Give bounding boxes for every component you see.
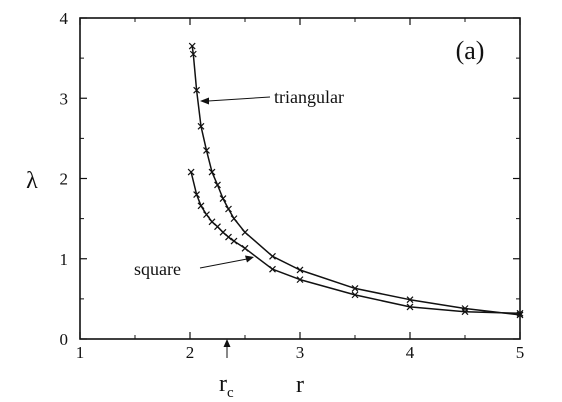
triangular-arrowhead-icon bbox=[200, 97, 209, 105]
triangular-point bbox=[406, 296, 414, 304]
square-point bbox=[296, 276, 304, 284]
square-point bbox=[241, 244, 249, 252]
x-tick-label: 1 bbox=[76, 343, 85, 362]
y-axis-label: λ bbox=[26, 168, 38, 194]
y-tick-label: 3 bbox=[60, 89, 69, 108]
triangular-point bbox=[188, 42, 196, 50]
x-ticks: 1 2 3 4 5 bbox=[76, 18, 525, 362]
triangular-point bbox=[225, 205, 232, 213]
square-point bbox=[351, 291, 359, 299]
x-tick-label: 4 bbox=[406, 343, 415, 362]
triangular-point bbox=[230, 215, 238, 223]
triangular-point bbox=[208, 168, 216, 176]
square-arrow-shaft bbox=[199, 258, 248, 269]
square-arrowhead-icon bbox=[245, 255, 254, 263]
square-point bbox=[461, 308, 469, 316]
triangular-point bbox=[219, 195, 227, 202]
square-point bbox=[269, 265, 276, 273]
triangular-point bbox=[269, 252, 276, 260]
rc-label-subscript: c bbox=[227, 385, 234, 401]
x-tick-label: 2 bbox=[186, 343, 195, 362]
rc-label: rc bbox=[219, 371, 234, 401]
square-point bbox=[208, 218, 216, 226]
triangular-arrow-shaft bbox=[207, 96, 271, 102]
square-point bbox=[203, 211, 210, 219]
triangular-label: triangular bbox=[274, 87, 344, 107]
triangular-point bbox=[203, 146, 210, 154]
y-tick-label: 1 bbox=[60, 250, 69, 269]
triangular-annotation: triangular bbox=[200, 87, 344, 107]
y-tick-label: 4 bbox=[60, 9, 69, 28]
square-point bbox=[197, 202, 205, 210]
square-point bbox=[219, 228, 227, 236]
triangular-point bbox=[193, 86, 201, 94]
square-point bbox=[214, 223, 221, 231]
y-tick-label: 0 bbox=[60, 330, 69, 349]
rc-annotation: rc bbox=[219, 339, 234, 401]
square-point bbox=[225, 233, 232, 241]
triangular-point bbox=[296, 266, 304, 274]
x-tick-label: 5 bbox=[516, 343, 525, 362]
series-layer bbox=[187, 42, 524, 319]
triangular-point bbox=[351, 285, 359, 292]
triangular-point bbox=[197, 122, 205, 130]
square-point bbox=[230, 237, 238, 245]
square-point bbox=[516, 309, 524, 317]
square-line bbox=[190, 171, 521, 315]
y-tick-label: 2 bbox=[60, 170, 69, 189]
triangular-point bbox=[241, 228, 249, 236]
x-tick-label: 3 bbox=[296, 343, 305, 362]
triangular-point bbox=[214, 181, 221, 189]
panel-label: (a) bbox=[456, 36, 485, 65]
square-point bbox=[406, 303, 414, 311]
y-ticks: 0 1 2 3 4 bbox=[60, 9, 520, 349]
square-label: square bbox=[134, 259, 181, 279]
rc-label-main: r bbox=[219, 371, 227, 397]
square-annotation: square bbox=[134, 255, 254, 279]
square-point bbox=[193, 191, 201, 198]
rc-arrowhead-icon bbox=[223, 339, 231, 347]
triangular-point bbox=[189, 50, 197, 58]
x-axis-label: r bbox=[296, 372, 304, 398]
triangular-line bbox=[191, 45, 521, 316]
square-point bbox=[187, 168, 195, 176]
plot-frame bbox=[79, 17, 521, 340]
